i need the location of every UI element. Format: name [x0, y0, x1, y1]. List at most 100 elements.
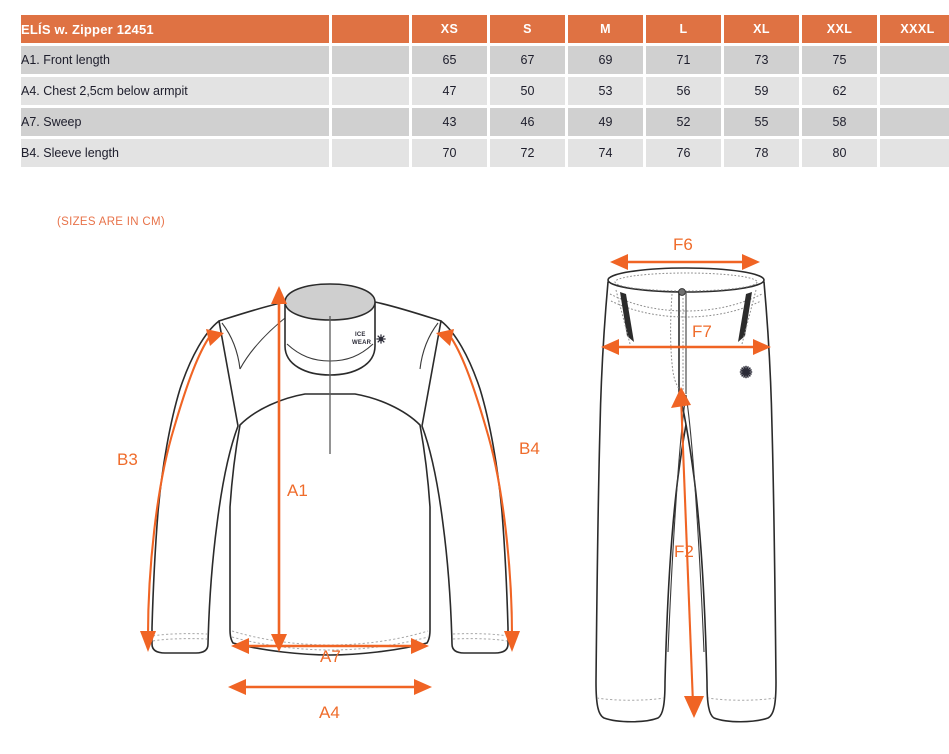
measurement-value: 76: [646, 139, 721, 167]
garment-illustrations: ICE WEAR B3 B4: [0, 232, 949, 754]
jacket-left-cuff-stitch2: [152, 638, 208, 642]
b3-label: B3: [117, 450, 138, 469]
column-header-xxxl: XXXL: [880, 15, 949, 43]
f2-arrow-line: [679, 396, 695, 705]
measurement-value: 78: [724, 139, 799, 167]
measurement-value: [880, 77, 949, 105]
jacket-collar-inner: [284, 283, 376, 321]
measurement-value: 47: [412, 77, 487, 105]
measurement-value: [880, 108, 949, 136]
product-title: ELÍS w. Zipper 12451: [21, 15, 329, 43]
trousers-inseam-right: [685, 394, 705, 653]
brand-logo-line1: ICE: [355, 332, 366, 338]
trousers-right-pocket: [738, 292, 752, 342]
jacket-raglan-left: [221, 322, 241, 370]
size-chart-table-container: ELÍS w. Zipper 12451 XS S M L XL XXL XXX…: [18, 12, 949, 170]
a1-arrow-head-top: [271, 286, 287, 304]
header-spacer-cell: [332, 15, 409, 43]
row-spacer-cell: [332, 77, 409, 105]
jacket-raglan-right: [419, 322, 439, 370]
table-row: B4. Sleeve length 70 72 74 76 78 80: [21, 139, 949, 167]
f7-arrow-head-left: [601, 339, 619, 355]
measurement-value: 70: [412, 139, 487, 167]
dimension-a7: A7: [231, 638, 429, 666]
measurement-value: 73: [724, 46, 799, 74]
measurement-value: 80: [802, 139, 877, 167]
trousers-right-hem-stitch: [707, 697, 776, 701]
f6-label: F6: [673, 235, 693, 254]
b3-arrow-head-top: [206, 329, 224, 346]
column-header-xl: XL: [724, 15, 799, 43]
row-spacer-cell: [332, 46, 409, 74]
a7-arrow-head-left: [231, 638, 249, 654]
jacket-left-sleeve: [151, 320, 239, 654]
measurement-value: 74: [568, 139, 643, 167]
b4-arrow-head-top: [436, 329, 454, 346]
dimension-b4: B4: [436, 329, 540, 652]
measurement-value: 46: [490, 108, 565, 136]
b3-arrow-head-bottom: [140, 631, 156, 652]
b4-arrow-head-bottom: [504, 631, 520, 652]
a4-arrow-head-left: [228, 679, 246, 695]
measurement-value: 59: [724, 77, 799, 105]
measurement-value: 53: [568, 77, 643, 105]
trousers-button: [678, 288, 686, 296]
f2-arrow-head-top: [671, 387, 691, 408]
measurement-value: 49: [568, 108, 643, 136]
dimension-b3: B3: [117, 329, 224, 652]
a4-label: A4: [319, 703, 340, 722]
dimension-f7: F7: [601, 322, 771, 355]
column-header-m: M: [568, 15, 643, 43]
jacket-left-cuff-stitch: [152, 633, 208, 637]
jacket-hem-stitch: [231, 630, 429, 646]
measurement-label: A7. Sweep: [21, 108, 329, 136]
b3-arrow-line: [146, 335, 211, 637]
a7-arrow-head-right: [411, 638, 429, 654]
measurement-value: [880, 46, 949, 74]
table-row: A1. Front length 65 67 69 71 73 75: [21, 46, 949, 74]
column-header-s: S: [490, 15, 565, 43]
f6-arrow-head-right: [742, 254, 760, 270]
f2-label: F2: [674, 542, 694, 561]
measurement-value: 72: [490, 139, 565, 167]
column-header-l: L: [646, 15, 721, 43]
a1-label: A1: [287, 481, 308, 500]
row-spacer-cell: [332, 139, 409, 167]
trousers-inseam-left: [667, 394, 687, 653]
f7-label: F7: [692, 322, 712, 341]
jacket-right-cuff-stitch2: [452, 638, 508, 642]
table-row: A4. Chest 2,5cm below armpit 47 50 53 56…: [21, 77, 949, 105]
brand-logo: ICE WEAR: [352, 332, 386, 346]
snowflake-icon: [376, 334, 386, 344]
measurement-value: 55: [724, 108, 799, 136]
measurement-value: 50: [490, 77, 565, 105]
brand-logo-line2: WEAR: [352, 340, 372, 346]
trousers-illustration: F6 F7 F2: [595, 235, 777, 723]
measurement-value: 43: [412, 108, 487, 136]
measurement-value: 56: [646, 77, 721, 105]
jacket-raglan-left2: [239, 313, 291, 370]
measurement-value: 75: [802, 46, 877, 74]
measurement-value: 69: [568, 46, 643, 74]
row-spacer-cell: [332, 108, 409, 136]
f2-arrow-head-bottom: [684, 696, 704, 718]
b4-arrow-line: [449, 335, 514, 637]
trousers-waist-seam2: [609, 293, 763, 312]
column-header-xs: XS: [412, 15, 487, 43]
units-note: (SIZES ARE IN CM): [57, 216, 165, 228]
measurement-value: 52: [646, 108, 721, 136]
jacket-hem-stitch2: [231, 636, 429, 651]
f6-arrow-head-left: [610, 254, 628, 270]
dimension-a4: A4: [228, 679, 432, 722]
dimension-f2: F2: [671, 387, 704, 718]
measurement-value: [880, 139, 949, 167]
measurement-label: A1. Front length: [21, 46, 329, 74]
trousers-waistband-stitch: [614, 272, 758, 292]
measurement-value: 65: [412, 46, 487, 74]
a1-arrow-head-bottom: [271, 634, 287, 652]
measurement-value: 62: [802, 77, 877, 105]
jacket-right-cuff-stitch: [452, 633, 508, 637]
table-header-row: ELÍS w. Zipper 12451 XS S M L XL XXL XXX…: [21, 15, 949, 43]
jacket-shoulder-right: [374, 301, 442, 322]
measurement-label: B4. Sleeve length: [21, 139, 329, 167]
